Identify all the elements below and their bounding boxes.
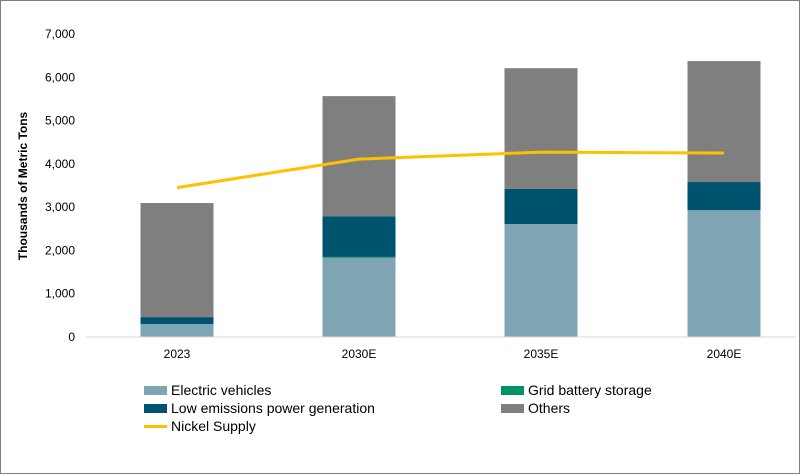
bar-low-emissions-power-generation-2040E xyxy=(687,182,761,211)
y-tick-label: 3,000 xyxy=(45,200,75,214)
bar-grid-battery-storage-2030E xyxy=(322,256,396,258)
x-tick-label: 2035E xyxy=(524,347,559,361)
y-tick-label: 4,000 xyxy=(45,157,75,171)
y-tick-label: 0 xyxy=(68,330,75,344)
bar-others-2030E xyxy=(322,96,396,217)
bar-others-2023 xyxy=(140,203,214,318)
bar-low-emissions-power-generation-2030E xyxy=(322,216,396,257)
bar-electric-vehicles-2040E xyxy=(687,210,761,337)
bar-others-2035E xyxy=(504,68,578,189)
bar-electric-vehicles-2023 xyxy=(140,324,214,337)
nickel-supply-line xyxy=(176,150,725,190)
bar-low-emissions-power-generation-2023 xyxy=(140,317,214,325)
y-axis-title: Thousands of Metric Tons xyxy=(16,111,30,260)
bar-others-2040E xyxy=(687,61,761,183)
x-tick-label: 2040E xyxy=(707,347,742,361)
y-tick-label: 2,000 xyxy=(45,243,75,257)
y-tick-label: 5,000 xyxy=(45,114,75,128)
y-tick-label: 7,000 xyxy=(45,27,75,41)
y-tick-label: 1,000 xyxy=(45,287,75,301)
x-tick-label: 2030E xyxy=(342,347,377,361)
bar-electric-vehicles-2035E xyxy=(504,224,578,337)
x-tick-label: 2023 xyxy=(164,347,191,361)
bar-electric-vehicles-2030E xyxy=(322,257,396,337)
bar-low-emissions-power-generation-2035E xyxy=(504,188,578,225)
y-tick-label: 6,000 xyxy=(45,70,75,84)
